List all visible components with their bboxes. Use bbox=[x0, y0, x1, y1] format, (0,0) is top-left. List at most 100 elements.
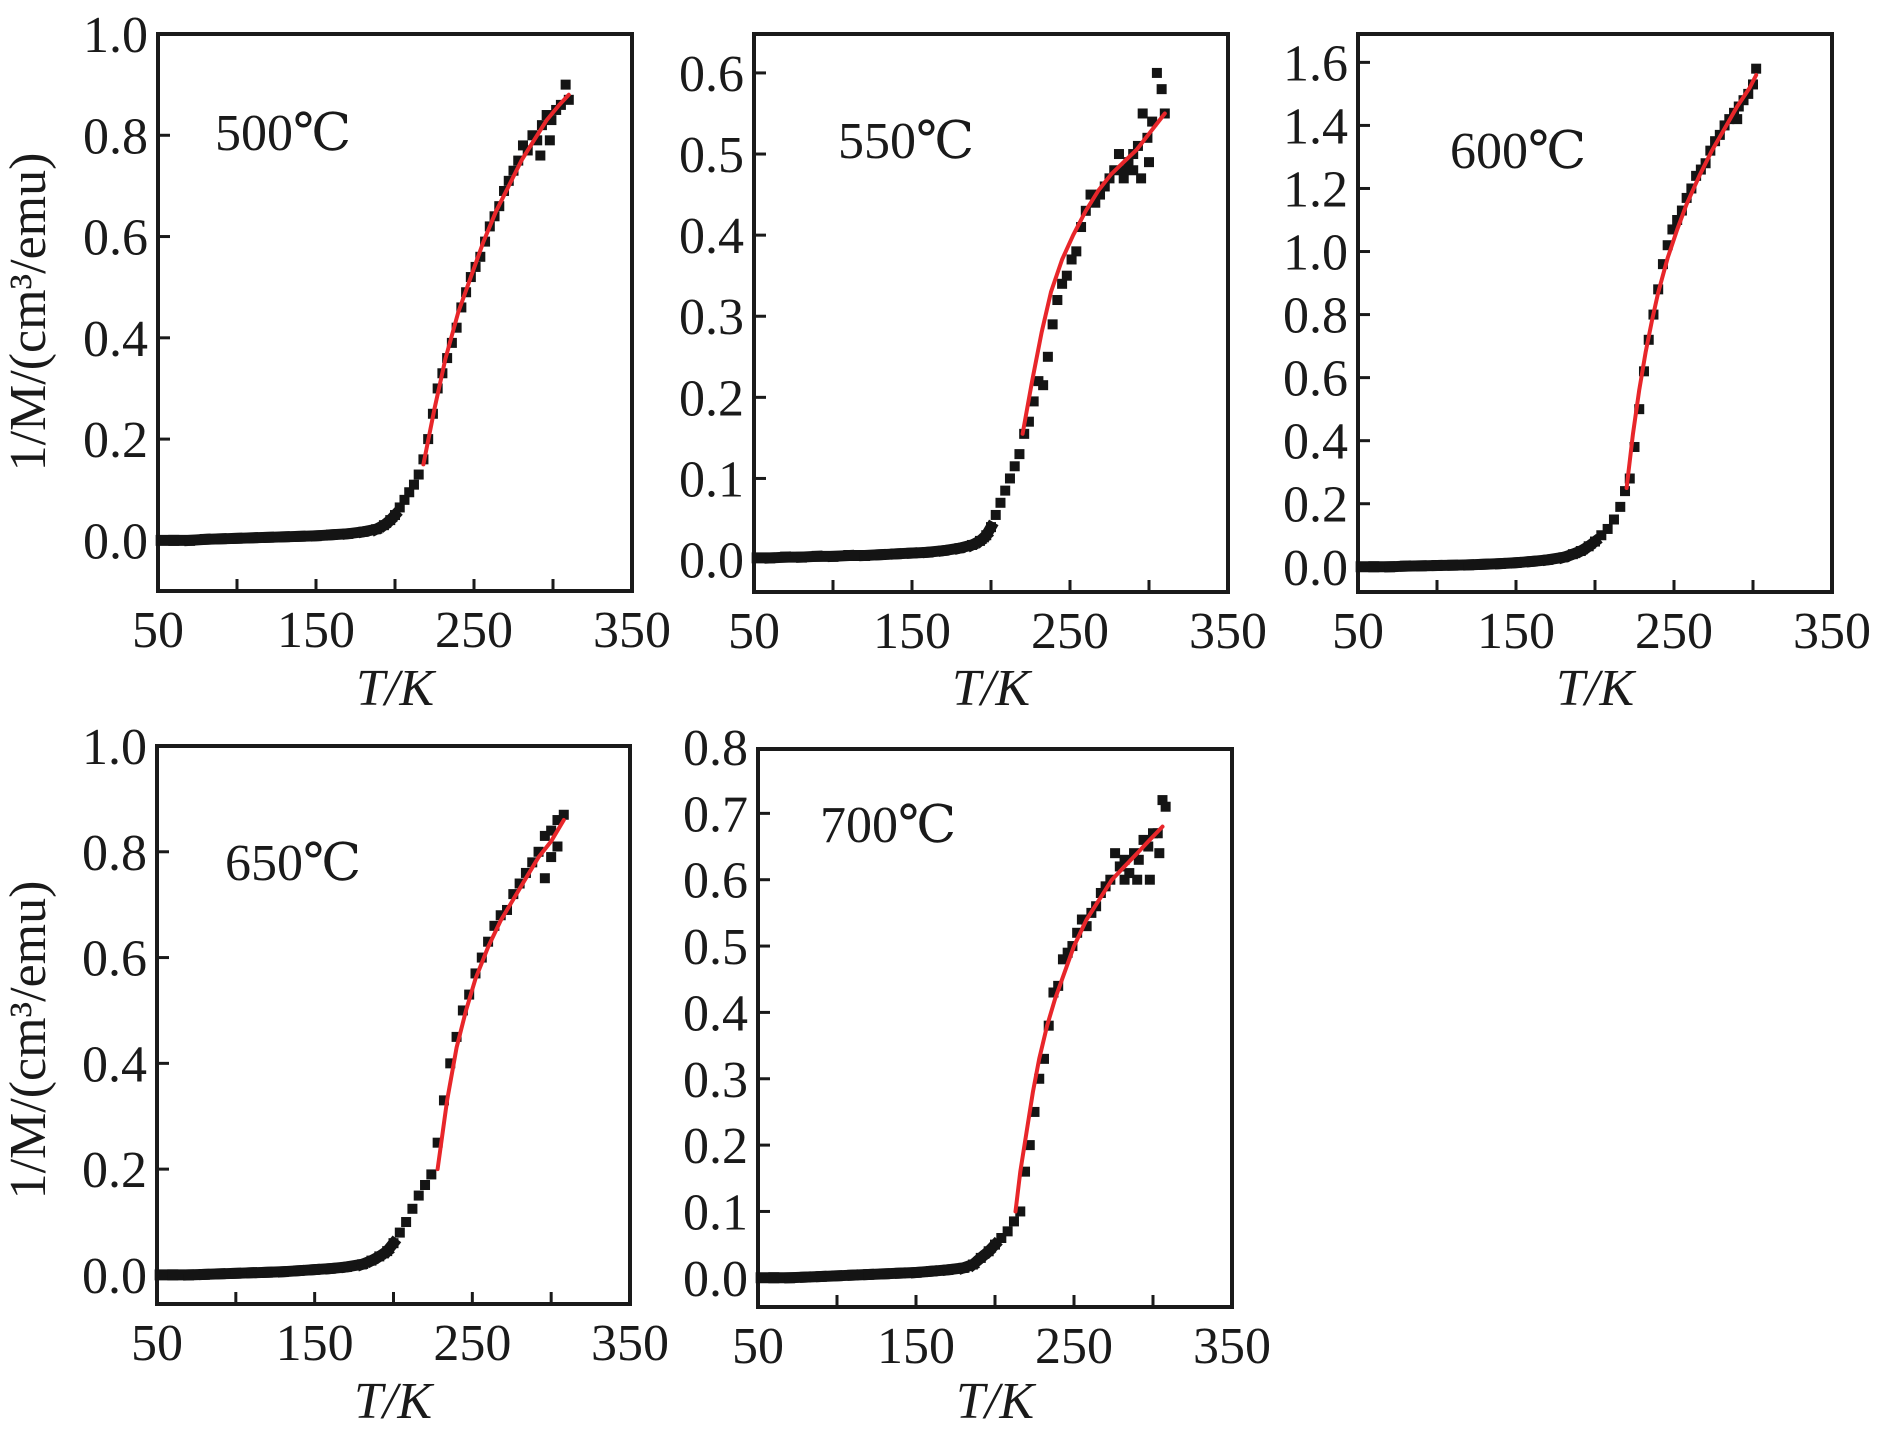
data-point bbox=[533, 846, 544, 857]
data-point bbox=[1602, 523, 1613, 534]
y-tick-label: 0.6 bbox=[679, 46, 744, 103]
data-point bbox=[1575, 546, 1586, 557]
data-point bbox=[200, 534, 211, 545]
y-tick-label: 0.6 bbox=[1283, 351, 1348, 408]
panel-title: 600℃ bbox=[1450, 123, 1586, 180]
data-point bbox=[420, 1179, 431, 1190]
y-tick-label: 0.4 bbox=[83, 311, 148, 368]
data-point bbox=[1048, 987, 1059, 998]
data-point bbox=[1095, 887, 1106, 898]
data-point bbox=[922, 547, 933, 558]
data-point bbox=[983, 1246, 994, 1257]
data-point bbox=[879, 1268, 890, 1279]
data-point bbox=[167, 1269, 178, 1280]
y-tick-label: 0.1 bbox=[679, 451, 744, 508]
data-point bbox=[489, 920, 500, 931]
data-point bbox=[847, 1270, 858, 1281]
data-point bbox=[1081, 921, 1092, 932]
data-point bbox=[1095, 189, 1106, 200]
data-point bbox=[958, 1262, 969, 1273]
data-point bbox=[446, 337, 457, 348]
data-point bbox=[457, 1005, 468, 1016]
data-point bbox=[996, 1232, 1007, 1243]
data-point bbox=[155, 1269, 166, 1280]
data-point bbox=[426, 1169, 437, 1180]
fit-line bbox=[421, 92, 571, 467]
data-point bbox=[168, 535, 179, 546]
y-tick-label: 0.1 bbox=[683, 1184, 748, 1241]
y-tick-label: 0.8 bbox=[1283, 288, 1348, 345]
data-point bbox=[990, 509, 1001, 520]
data-point bbox=[1085, 189, 1096, 200]
data-point bbox=[560, 79, 571, 90]
data-point bbox=[1676, 205, 1687, 216]
data-point bbox=[1751, 63, 1762, 74]
data-point bbox=[513, 155, 524, 166]
data-point bbox=[1416, 560, 1427, 571]
data-point bbox=[796, 552, 807, 563]
series-measured bbox=[154, 809, 569, 1281]
data-point bbox=[1629, 441, 1640, 452]
y-tick-label: 0.6 bbox=[83, 210, 148, 267]
fit-line bbox=[435, 818, 566, 1172]
data-point bbox=[1038, 380, 1049, 391]
data-point bbox=[1356, 561, 1367, 572]
data-point bbox=[875, 549, 886, 560]
data-point bbox=[374, 1251, 385, 1262]
x-tick-label: 150 bbox=[1477, 603, 1555, 660]
fit-line bbox=[1624, 73, 1759, 490]
series-measured bbox=[755, 795, 1171, 1284]
data-point bbox=[938, 545, 949, 556]
data-point bbox=[527, 857, 538, 868]
x-axis-title: T/K bbox=[356, 660, 436, 717]
data-point bbox=[1657, 259, 1668, 270]
data-point bbox=[1038, 1053, 1049, 1064]
data-point bbox=[1157, 795, 1168, 806]
x-tick-label: 150 bbox=[873, 603, 951, 660]
data-point bbox=[1144, 157, 1154, 168]
y-tick-label: 0.0 bbox=[1283, 540, 1348, 597]
data-point bbox=[216, 533, 227, 544]
data-point bbox=[326, 529, 337, 540]
data-point bbox=[1002, 1226, 1013, 1237]
data-point bbox=[1014, 449, 1025, 460]
data-point bbox=[378, 520, 389, 531]
y-axis-title-text: 1/M/(cm³/emu) bbox=[0, 153, 57, 472]
data-point bbox=[832, 1270, 842, 1281]
data-point bbox=[752, 552, 763, 563]
fit-line bbox=[1013, 824, 1165, 1214]
data-point bbox=[541, 110, 552, 121]
data-point bbox=[1138, 834, 1149, 845]
data-point bbox=[546, 115, 557, 126]
data-point bbox=[1042, 351, 1053, 362]
data-point bbox=[230, 1268, 241, 1279]
data-point bbox=[503, 175, 514, 186]
x-axis-title: T/K bbox=[952, 660, 1032, 717]
data-point bbox=[1057, 954, 1068, 965]
y-tick-label: 1.0 bbox=[82, 719, 147, 776]
data-point bbox=[1028, 396, 1039, 407]
data-point bbox=[1128, 165, 1139, 176]
data-point bbox=[1118, 173, 1129, 184]
y-tick-label: 0.6 bbox=[82, 931, 147, 988]
data-point bbox=[295, 531, 306, 542]
data-point bbox=[1113, 149, 1124, 160]
data-point bbox=[768, 1272, 779, 1283]
y-tick-label: 0.4 bbox=[82, 1036, 147, 1093]
data-point bbox=[1132, 874, 1143, 885]
data-point bbox=[1567, 549, 1578, 560]
data-point bbox=[1681, 192, 1692, 203]
y-tick-label: 1.0 bbox=[1283, 225, 1348, 282]
panel-title: 550℃ bbox=[838, 113, 974, 170]
data-point bbox=[184, 535, 195, 546]
y-tick-label: 0.8 bbox=[683, 720, 748, 777]
y-tick-label: 0.2 bbox=[1283, 477, 1348, 534]
data-point bbox=[1558, 552, 1569, 563]
data-point bbox=[1123, 157, 1134, 168]
data-point bbox=[388, 1238, 399, 1249]
data-point bbox=[1057, 278, 1068, 289]
data-point bbox=[1020, 1166, 1031, 1177]
y-tick-label: 0.0 bbox=[82, 1248, 147, 1305]
data-point bbox=[399, 494, 410, 505]
data-point bbox=[552, 841, 563, 852]
